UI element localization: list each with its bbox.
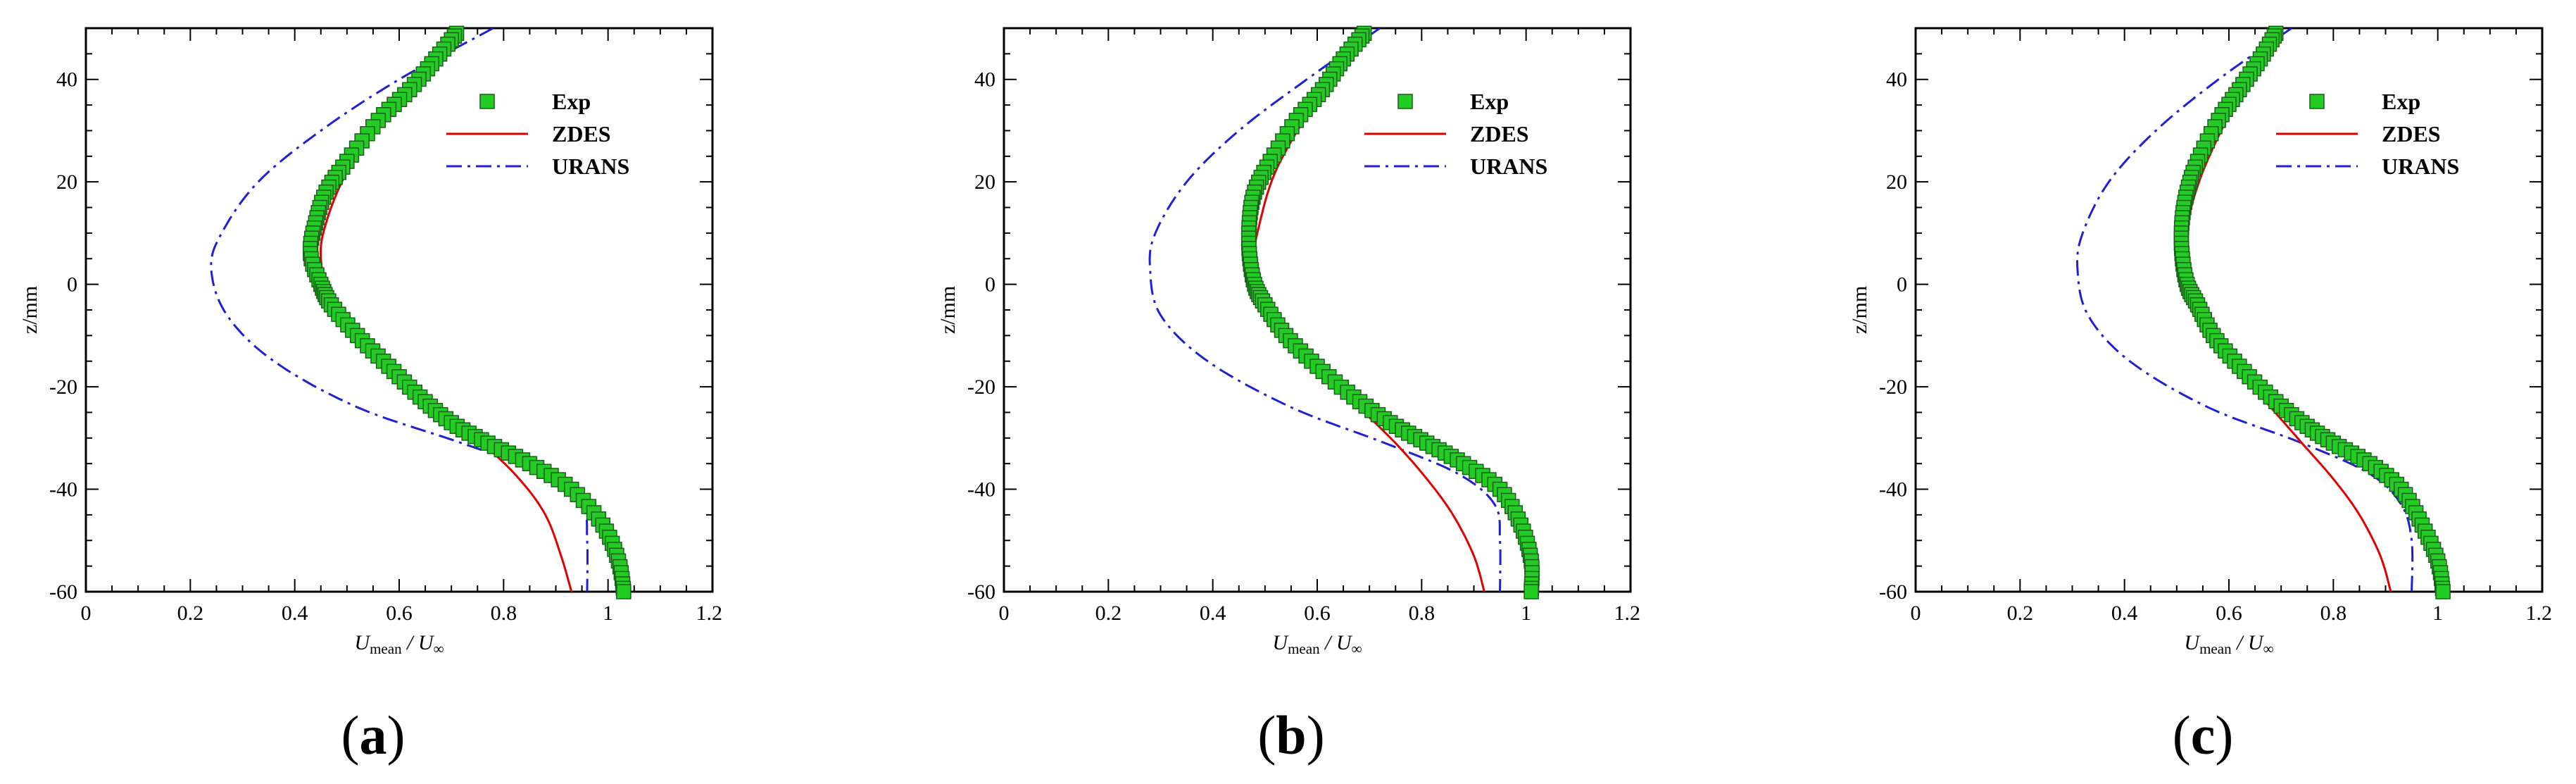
x-tick-label: 0.6 xyxy=(1304,602,1331,625)
legend-exp-marker xyxy=(479,94,495,109)
axis-ticks xyxy=(1915,27,2543,592)
x-tick-label: 1.2 xyxy=(1614,602,1641,625)
exp-marker xyxy=(616,584,632,599)
series-layer xyxy=(2075,25,2451,599)
tick-labels: 0 0.2 0.4 0.6 0.8 1 1.2 -60 -40 -20 0 20 40 xyxy=(967,68,1640,625)
legend-label: URANS xyxy=(2382,154,2459,179)
x-tick-label: 0 xyxy=(1911,602,1921,625)
legend: Exp ZDES URANS xyxy=(2276,89,2459,179)
exp-marker xyxy=(1523,584,1539,599)
x-tick-label: 0.8 xyxy=(2320,602,2347,625)
x-tick-label: 0 xyxy=(81,602,92,625)
x-tick-label: 0.4 xyxy=(2111,602,2138,625)
x-tick-label: 0.4 xyxy=(1200,602,1226,625)
y-axis-label: z/mm xyxy=(936,286,960,334)
x-axis-label: Umean / U∞ xyxy=(2184,631,2273,657)
x-tick-label: 0.6 xyxy=(386,602,413,625)
x-tick-label: 0.2 xyxy=(177,602,204,625)
panel-b: 0 0.2 0.4 0.6 0.8 1 1.2 -60 -40 -20 0 20 40 z/mm Ume… xyxy=(936,25,1640,766)
panel-label: (b) xyxy=(1257,704,1324,766)
y-tick-label: 0 xyxy=(1897,273,1907,297)
panel-a: 0 0.2 0.4 0.6 0.8 1 1.2 -60 -40 -20 0 20 40 z/mm Ume… xyxy=(18,25,722,766)
series-layer xyxy=(1148,25,1540,599)
legend-label: ZDES xyxy=(2382,121,2441,147)
zdes-line xyxy=(320,28,573,592)
x-tick-label: 0 xyxy=(999,602,1010,625)
legend-label: URANS xyxy=(1470,154,1547,179)
axis-ticks xyxy=(1003,27,1631,592)
x-tick-label: 1 xyxy=(2432,602,2443,625)
y-tick-label: -20 xyxy=(1879,375,1907,399)
plot-frame xyxy=(1003,27,1632,593)
x-tick-label: 0.8 xyxy=(491,602,517,625)
series-layer xyxy=(210,25,632,599)
legend-label: Exp xyxy=(552,89,591,114)
exp-marker xyxy=(2435,584,2451,599)
x-tick-label: 1 xyxy=(603,602,613,625)
y-tick-label: 20 xyxy=(56,170,77,194)
y-tick-label: 0 xyxy=(985,273,995,297)
legend-exp-marker xyxy=(2309,94,2325,109)
y-tick-label: -20 xyxy=(967,375,995,399)
x-tick-label: 0.6 xyxy=(2216,602,2242,625)
x-tick-label: 1 xyxy=(1521,602,1531,625)
legend-exp-marker xyxy=(1397,94,1413,109)
y-tick-label: -60 xyxy=(49,580,77,604)
y-tick-label: -60 xyxy=(967,580,995,604)
x-tick-label: 0.2 xyxy=(1095,602,1122,625)
y-tick-label: 40 xyxy=(974,68,995,92)
x-tick-label: 0.2 xyxy=(2007,602,2034,625)
zdes-line xyxy=(2180,28,2392,592)
legend-label: ZDES xyxy=(552,121,611,147)
x-tick-label: 1.2 xyxy=(696,602,723,625)
tick-labels: 0 0.2 0.4 0.6 0.8 1 1.2 -60 -40 -20 0 20 40 xyxy=(49,68,722,625)
y-axis-label: z/mm xyxy=(1848,286,1871,334)
legend: Exp ZDES URANS xyxy=(446,89,629,179)
y-tick-label: 0 xyxy=(67,273,77,297)
x-tick-label: 1.2 xyxy=(2526,602,2553,625)
panel-label: (a) xyxy=(341,704,406,766)
axis-ticks xyxy=(85,27,713,592)
legend-label: Exp xyxy=(2382,89,2420,114)
x-axis-label: Umean / U∞ xyxy=(1272,631,1362,657)
x-tick-label: 0.8 xyxy=(1409,602,1435,625)
y-tick-label: 20 xyxy=(974,170,995,194)
y-tick-label: -40 xyxy=(967,478,995,502)
y-tick-label: -60 xyxy=(1879,580,1907,604)
x-tick-label: 0.4 xyxy=(282,602,308,625)
urans-line xyxy=(1148,28,1502,592)
zdes-line xyxy=(1253,28,1485,592)
y-tick-label: 20 xyxy=(1886,170,1907,194)
legend: Exp ZDES URANS xyxy=(1364,89,1547,179)
y-tick-label: -40 xyxy=(1879,478,1907,502)
panel-label: (c) xyxy=(2173,704,2234,766)
urans-line xyxy=(2075,28,2414,592)
y-tick-label: -20 xyxy=(49,375,77,399)
y-tick-label: 40 xyxy=(56,68,77,92)
legend-label: ZDES xyxy=(1470,121,1529,147)
y-tick-label: 40 xyxy=(1886,68,1907,92)
plot-frame xyxy=(84,27,714,593)
y-axis-label: z/mm xyxy=(18,286,42,334)
urans-line xyxy=(210,28,589,592)
panel-c: 0 0.2 0.4 0.6 0.8 1 1.2 -60 -40 -20 0 20 40 z/mm Ume… xyxy=(1848,25,2552,766)
tick-labels: 0 0.2 0.4 0.6 0.8 1 1.2 -60 -40 -20 0 20 40 xyxy=(1879,68,2552,625)
x-axis-label: Umean / U∞ xyxy=(354,631,444,657)
legend-label: URANS xyxy=(552,154,629,179)
y-tick-label: -40 xyxy=(49,478,77,502)
legend-label: Exp xyxy=(1470,89,1509,114)
